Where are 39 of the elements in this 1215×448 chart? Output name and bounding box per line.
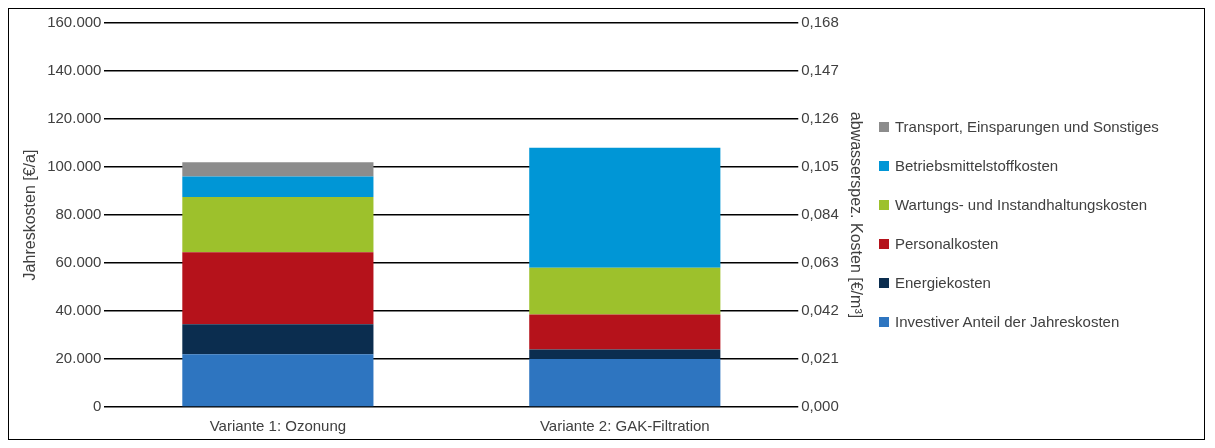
y-tick-label: 120.000 [47, 109, 102, 127]
legend-label: Betriebsmittelstoffkosten [895, 157, 1059, 174]
y2-tick-label: 0,147 [801, 61, 839, 79]
bar [182, 162, 374, 177]
bar [182, 252, 374, 325]
y-tick-label: 60.000 [55, 253, 102, 271]
y-tick-label: 40.000 [55, 301, 102, 319]
x-tick-label: Variante 1: Ozonung [209, 417, 347, 435]
bar [182, 354, 374, 407]
legend-label: Transport, Einsparungen und Sonstiges [895, 118, 1159, 135]
y2-tick-label: 0,168 [801, 13, 839, 31]
x-tick-label: Variante 2: GAK-Filtration [539, 417, 710, 435]
y-tick-label: 100.000 [47, 157, 102, 175]
y2-tick-label: 0,126 [801, 109, 839, 127]
y-tick-label: 80.000 [55, 205, 102, 223]
y2-tick-label: 0,084 [801, 205, 839, 223]
y2-tick-label: 0,000 [801, 397, 839, 415]
y-tick-label: 140.000 [47, 61, 102, 79]
legend-label: Investiver Anteil der Jahreskosten [895, 313, 1120, 330]
y2-tick-label: 0,021 [801, 349, 839, 367]
y-tick-label: 20.000 [55, 349, 102, 367]
legend-label: Wartungs- und Instandhaltungskosten [895, 196, 1148, 213]
bar [529, 349, 721, 359]
y2-tick-label: 0,105 [801, 157, 839, 175]
bar [529, 267, 721, 315]
y2-tick-label: 0,063 [801, 253, 839, 271]
bar [182, 176, 374, 197]
y2-axis-title: abwasserspez. Kosten [€/m³] [847, 111, 865, 319]
y-tick-label: 0 [93, 397, 102, 415]
legend-label: Energiekosten [895, 274, 991, 291]
y-tick-label: 160.000 [47, 13, 102, 31]
bar [182, 324, 374, 355]
bar [529, 359, 721, 407]
bar [529, 147, 721, 268]
y2-tick-label: 0,042 [801, 301, 839, 319]
legend-label: Personalkosten [895, 235, 999, 252]
y-axis-title: Jahreskosten [€/a] [21, 149, 39, 281]
bar [529, 314, 721, 350]
bar [182, 197, 374, 253]
